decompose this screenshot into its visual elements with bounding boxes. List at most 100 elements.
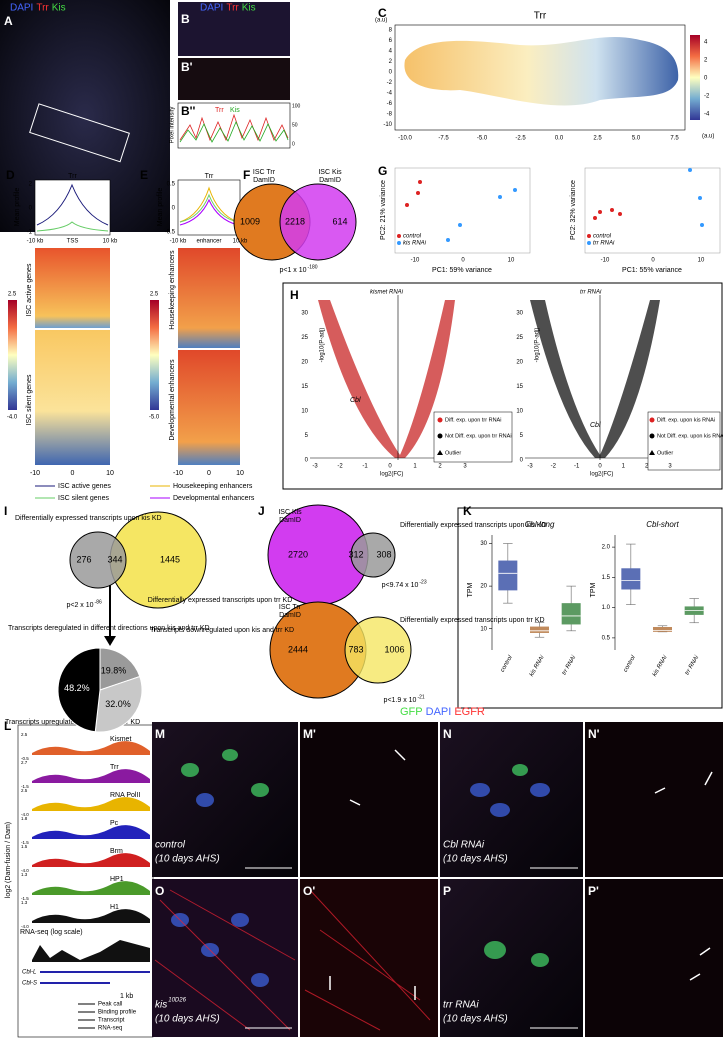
- panel-label: K: [463, 504, 472, 518]
- label: -6: [387, 101, 393, 107]
- legend-dot: [437, 433, 443, 439]
- label: -2: [337, 464, 343, 470]
- label: 344: [107, 554, 122, 564]
- label: -4: [387, 91, 393, 97]
- legend-dot: [587, 234, 591, 238]
- label: -4.0: [21, 868, 29, 873]
- label: DamID: [319, 177, 341, 184]
- label: -3: [527, 464, 533, 470]
- label: RNA-seq (log scale): [20, 929, 83, 936]
- profile-line: [179, 198, 239, 226]
- label: -10 kb: [27, 239, 44, 245]
- label: p<1.9 x 10: [384, 697, 417, 704]
- label: Kis: [52, 3, 66, 14]
- box: [653, 627, 672, 632]
- profile-line: [36, 183, 109, 226]
- label: 5.0: [632, 136, 641, 142]
- label: 2.5: [8, 292, 17, 298]
- pca-points: [405, 180, 622, 220]
- panel-label: D: [6, 168, 15, 182]
- track-profile: [32, 853, 150, 867]
- panel-label: L: [4, 719, 11, 733]
- label: log2(FC): [380, 472, 403, 478]
- label: 1: [622, 464, 626, 470]
- label: 0: [207, 470, 211, 477]
- label: -5.0: [149, 415, 160, 421]
- label: Differentially expressed transcripts upo…: [148, 597, 293, 604]
- label: kismet RNAi: [370, 290, 404, 296]
- label: -7.5: [438, 136, 449, 142]
- label: Trr: [226, 3, 239, 14]
- track-profile: [32, 909, 150, 923]
- label: Cbl: [350, 397, 361, 404]
- heatmap: [35, 330, 110, 465]
- label: Not Diff. exp. upon kis RNAi: [657, 433, 723, 439]
- rnaseq-track: [32, 940, 150, 962]
- panel-label: C: [378, 6, 387, 20]
- pca-frame: [584, 167, 721, 254]
- label: RNA PolII: [110, 792, 140, 799]
- label: Differentially expressed transcripts upo…: [15, 515, 162, 522]
- trr-trace: [179, 113, 289, 142]
- legend-tri: [649, 450, 655, 455]
- label: -23: [419, 579, 426, 585]
- label: 2: [438, 464, 442, 470]
- panel-label: M': [303, 727, 316, 741]
- micrographs: [152, 722, 723, 1037]
- panel-box: [457, 507, 723, 709]
- label: 30: [301, 311, 308, 317]
- label: 312: [348, 549, 363, 559]
- kis-trace: [179, 120, 289, 143]
- label: 30: [480, 541, 487, 547]
- legend-box: [433, 411, 513, 463]
- panel-label: N: [443, 727, 452, 741]
- label: Housekeeping enhancers: [173, 483, 253, 490]
- label: 0: [461, 258, 465, 264]
- label: Housekeeping enhancers: [169, 250, 176, 330]
- label: 10: [698, 258, 705, 264]
- label: DAPI: [200, 3, 223, 14]
- label: p<1 x 10: [279, 267, 306, 274]
- label: trr RNAi: [593, 241, 615, 247]
- label: 2.5: [593, 136, 602, 142]
- label: 1.8: [21, 816, 28, 821]
- label: -180: [308, 264, 318, 270]
- profile-frame: [34, 179, 111, 236]
- label: 30: [516, 311, 523, 317]
- label: -4: [704, 112, 710, 118]
- label: Cbl RNAi: [443, 840, 485, 851]
- label: Outlier: [657, 450, 673, 456]
- label: 276: [76, 554, 91, 564]
- label: 0: [29, 206, 33, 212]
- label: Brm: [110, 848, 123, 855]
- panel-label: M: [155, 727, 165, 741]
- label: Binding profile: [98, 1010, 137, 1016]
- label: 2.0: [602, 545, 611, 551]
- label: control: [403, 234, 422, 240]
- legend-dot: [649, 433, 655, 439]
- venn-circle: [344, 616, 412, 684]
- label: -5.0: [477, 136, 488, 142]
- panel-label: A: [4, 14, 13, 28]
- label: Kis: [242, 3, 256, 14]
- label: 20: [480, 584, 487, 590]
- label: HP1: [110, 876, 124, 883]
- box: [621, 568, 641, 590]
- label: -1: [362, 464, 368, 470]
- legend-dot: [587, 241, 591, 245]
- label: 10 kb: [233, 239, 248, 245]
- label: (10 days AHS): [155, 854, 220, 865]
- box: [561, 603, 581, 625]
- label: 4: [389, 49, 393, 55]
- label: -10: [30, 470, 40, 477]
- label: -1.5: [21, 784, 29, 789]
- legend-dot: [437, 417, 443, 423]
- panel-label: O: [155, 884, 164, 898]
- legend-box: [647, 411, 721, 471]
- label: Peak call: [98, 1002, 122, 1008]
- track-profile: [32, 825, 150, 839]
- heatmap: [178, 248, 240, 348]
- label: 2218: [285, 216, 305, 226]
